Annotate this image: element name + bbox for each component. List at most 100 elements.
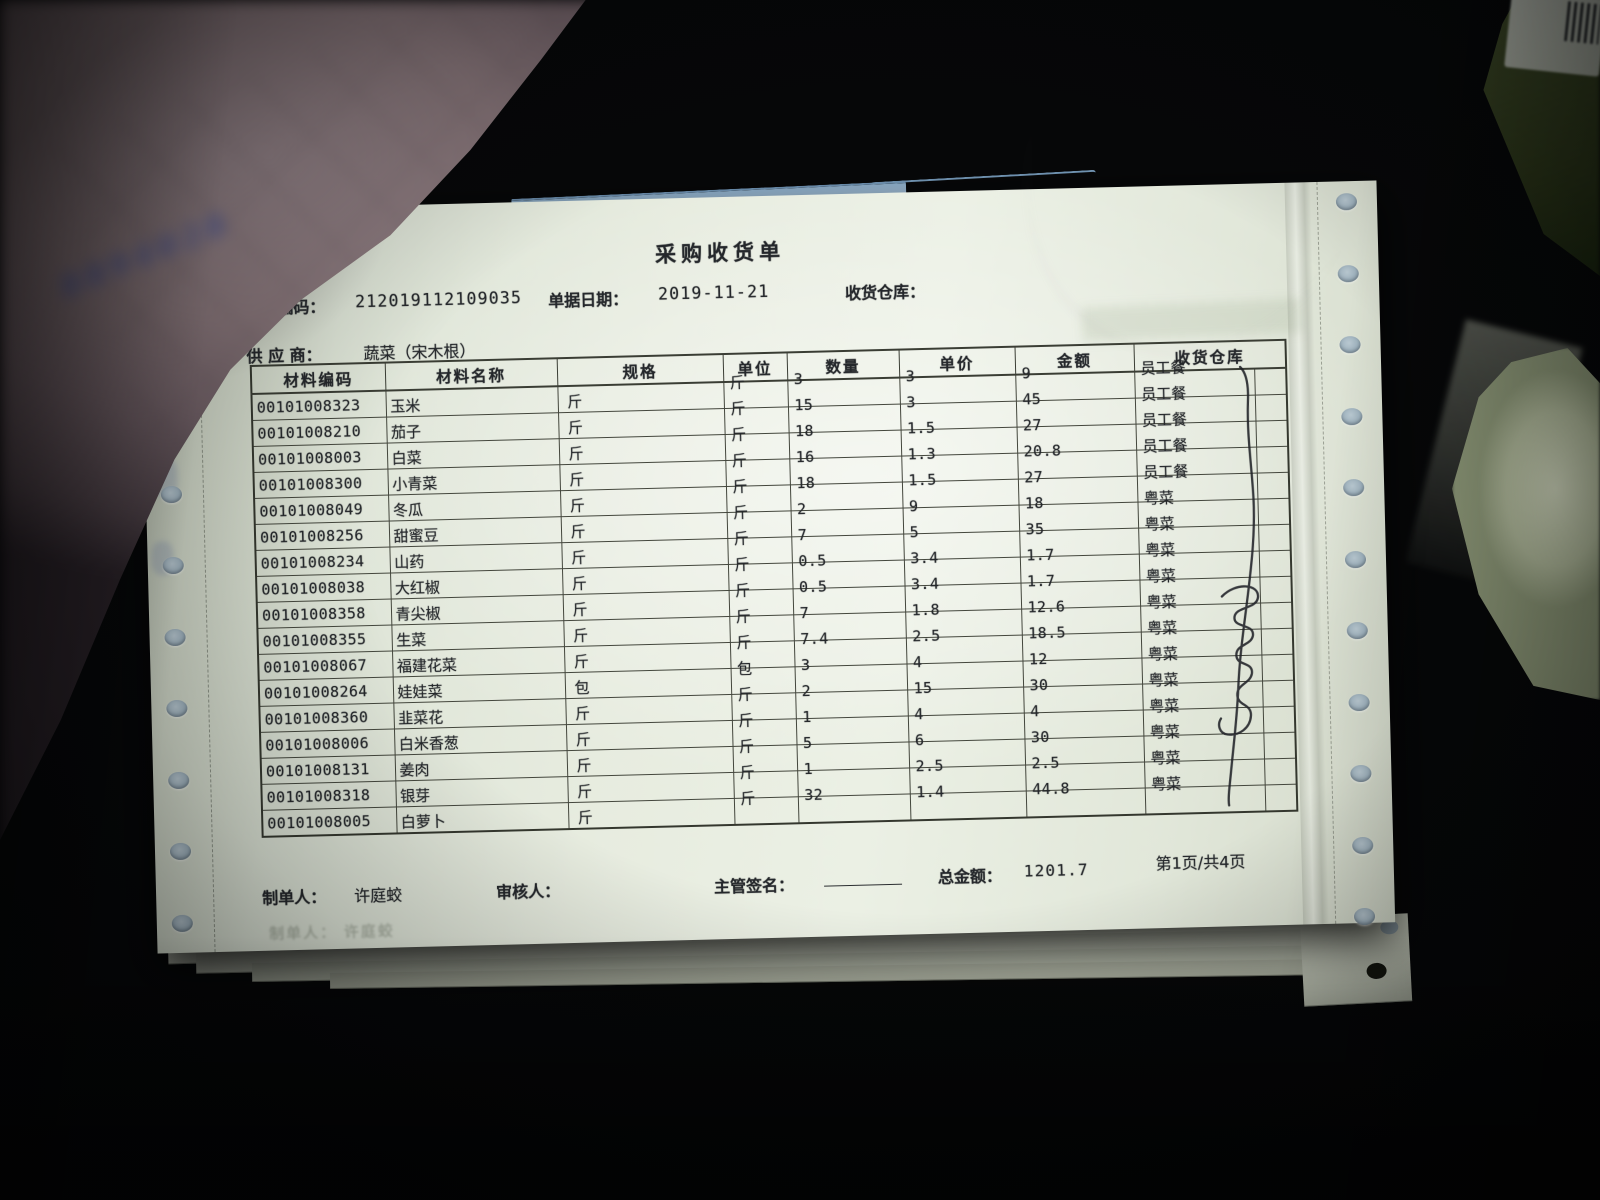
cell-text: 15 bbox=[913, 678, 933, 698]
cell-text: 斤 bbox=[735, 607, 751, 626]
cell-text: 1.5 bbox=[906, 418, 936, 438]
cell-text: 福建花菜 bbox=[396, 655, 458, 676]
cell-text: 6 bbox=[914, 731, 925, 750]
cell-code: 00101008005 bbox=[261, 806, 397, 837]
cell-text: 斤 bbox=[569, 496, 586, 515]
cell-text bbox=[1258, 499, 1289, 504]
cell-text: 00101008358 bbox=[261, 604, 367, 625]
cell-text: 1 bbox=[802, 707, 812, 727]
cell-text: 斤 bbox=[730, 399, 746, 418]
cell-text: 斤 bbox=[571, 574, 588, 593]
cell-code: 00101008006 bbox=[260, 728, 395, 759]
cell-extra bbox=[1262, 680, 1295, 708]
cell-extra bbox=[1258, 550, 1292, 578]
cell-text bbox=[1257, 473, 1288, 478]
cell-text: 1.8 bbox=[911, 600, 941, 620]
cell-text: 00101008131 bbox=[265, 760, 370, 781]
cell-text bbox=[1264, 733, 1295, 738]
cell-code: 00101008256 bbox=[254, 521, 390, 551]
doc-date-label: 单据日期： bbox=[547, 289, 629, 311]
cell-text: 斤 bbox=[572, 600, 588, 619]
cell-text bbox=[1261, 629, 1292, 634]
cell-price: 1.4 bbox=[909, 783, 1027, 821]
cell-text: 7 bbox=[799, 603, 810, 623]
cell-text: 30 bbox=[1029, 675, 1049, 695]
doc-no-label: 单据编码： bbox=[245, 297, 326, 319]
cell-text: 00101008006 bbox=[265, 734, 370, 755]
sprocket-hole bbox=[164, 628, 186, 646]
cell-extra bbox=[1256, 446, 1289, 474]
cell-extra bbox=[1254, 367, 1287, 396]
cell-text: 0.5 bbox=[798, 551, 827, 571]
cell-code: 00101008358 bbox=[256, 599, 392, 629]
cell-text: 00101008360 bbox=[264, 708, 369, 729]
cell-text: 00101008355 bbox=[262, 630, 367, 651]
cell-text: 斤 bbox=[574, 704, 591, 723]
footer-line: 制单人： 许庭蛟 审核人： 主管签名： 总金额： 1201.7 第1页/共4页 bbox=[156, 852, 1394, 917]
cell-text: 16 bbox=[795, 447, 815, 467]
cell-text: 粤菜 bbox=[1145, 566, 1177, 586]
cell-text bbox=[1259, 525, 1290, 530]
cell-text: 斤 bbox=[567, 418, 584, 437]
cell-text: 18 bbox=[796, 473, 816, 493]
cell-text: 00101008210 bbox=[257, 422, 362, 443]
cell-extra bbox=[1261, 654, 1295, 682]
sprocket-hole bbox=[167, 771, 190, 789]
cell-amount: 44.8 bbox=[1025, 779, 1146, 818]
cell-text: 3 bbox=[905, 367, 916, 386]
preparer-value: 许庭蛟 bbox=[353, 885, 403, 906]
cell-extra bbox=[1258, 524, 1291, 552]
cell-text: 2.5 bbox=[1031, 753, 1061, 773]
cell-text: 00101008067 bbox=[263, 656, 368, 677]
total-label: 总金额： bbox=[937, 866, 1003, 887]
cell-extra bbox=[1260, 628, 1294, 656]
cell-text: 5 bbox=[802, 733, 813, 753]
cell-text: 斤 bbox=[733, 529, 750, 548]
column-header: 材料名称 bbox=[384, 358, 558, 391]
cell-text: 斤 bbox=[737, 685, 753, 704]
sprocket-hole bbox=[1366, 962, 1388, 980]
cell-text: 4 bbox=[1030, 702, 1040, 721]
cell-spec: 斤 bbox=[567, 798, 735, 830]
left-tractor-strip bbox=[138, 210, 216, 954]
cell-code: 00101008049 bbox=[254, 495, 389, 525]
sprocket-hole bbox=[1339, 335, 1361, 354]
cell-extra bbox=[1255, 420, 1289, 448]
cell-text: 粤菜 bbox=[1147, 644, 1179, 664]
cell-code: 00101008067 bbox=[258, 651, 393, 681]
cell-text: 粤菜 bbox=[1148, 696, 1180, 716]
cell-text: 银芽 bbox=[399, 786, 431, 806]
receipt-table-body: 00101008323 玉米斤斤 3 3 9 员工餐 00101008210 茄子斤斤 15 3 4… bbox=[251, 358, 1298, 837]
cell-text: 2.5 bbox=[915, 756, 945, 776]
cell-code: 00101008300 bbox=[253, 469, 389, 499]
cell-text: 斤 bbox=[734, 555, 750, 574]
cell-text: 30 bbox=[1030, 727, 1050, 747]
cell-text bbox=[1265, 759, 1296, 764]
cell-text: 斤 bbox=[730, 425, 747, 444]
sprocket-hole bbox=[1344, 550, 1367, 568]
signature-blank-line bbox=[823, 868, 903, 887]
cell-text: 00101008318 bbox=[266, 786, 371, 807]
cell-text: 粤菜 bbox=[1144, 540, 1176, 560]
sprocket-hole bbox=[1353, 907, 1376, 926]
cell-text: 2.5 bbox=[912, 626, 941, 646]
cell-text: 粤菜 bbox=[1143, 488, 1175, 508]
cell-extra bbox=[1260, 602, 1293, 630]
cell-text: 00101008264 bbox=[263, 682, 368, 703]
cell-code: 00101008264 bbox=[258, 677, 394, 707]
cell-text: 2 bbox=[801, 681, 812, 701]
preparer-label: 制单人： bbox=[261, 887, 327, 908]
cell-text: 4 bbox=[914, 705, 924, 724]
sprocket-hole bbox=[1341, 407, 1363, 425]
cell-text bbox=[1261, 603, 1292, 608]
doc-no-value: 212019112109035 bbox=[354, 288, 523, 312]
cell-text: 00101008005 bbox=[267, 812, 372, 833]
cell-text: 斤 bbox=[736, 633, 752, 652]
column-header: 材料编码 bbox=[250, 362, 386, 394]
cell-text: 1.7 bbox=[1026, 545, 1055, 565]
cell-text: 斤 bbox=[576, 756, 592, 775]
cell-text: 1.3 bbox=[907, 444, 937, 464]
receipt-table: 材料编码 材料名称 规格 单位 数量 单价 金额 收货仓库 00101008323 玉米斤斤 3 3… bbox=[249, 338, 1299, 838]
cell-extra bbox=[1264, 784, 1298, 812]
cell-name: 白萝卜 bbox=[395, 802, 569, 834]
